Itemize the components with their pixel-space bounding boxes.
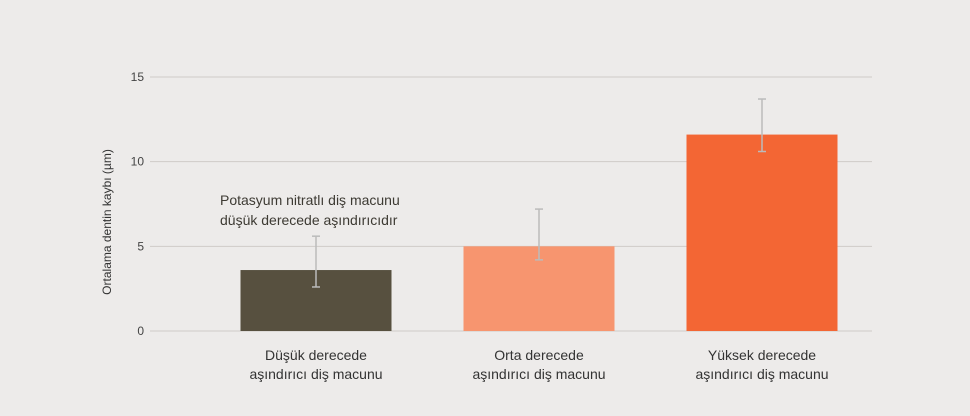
y-tick-labels: 0 5 10 15	[131, 70, 145, 338]
error-bar	[535, 208, 543, 261]
y-axis-label: Ortalama dentin kaybı (µm)	[100, 149, 114, 295]
y-tick-label: 5	[137, 239, 144, 253]
annotation-line-1: Potasyum nitratlı diş macunu	[220, 192, 400, 208]
category-label: aşındırıcı diş macunu	[249, 366, 382, 382]
error-bars	[312, 98, 766, 288]
y-tick-label: 15	[131, 70, 145, 84]
category-label: aşındırıcı diş macunu	[695, 366, 828, 382]
category-label: aşındırıcı diş macunu	[472, 366, 605, 382]
y-tick-label: 0	[137, 324, 144, 338]
error-bar	[312, 235, 320, 288]
category-labels: Düşük derecede aşındırıcı diş macunu Orta …	[249, 347, 828, 382]
category-label: Orta derecede	[494, 347, 584, 363]
bar	[686, 134, 838, 331]
annotation-line-2: düşük derecede aşındırıcıdır	[220, 212, 398, 228]
y-tick-label: 10	[131, 155, 145, 169]
category-label: Yüksek derecede	[708, 347, 816, 363]
error-bar	[758, 98, 766, 153]
category-label: Düşük derecede	[265, 347, 367, 363]
